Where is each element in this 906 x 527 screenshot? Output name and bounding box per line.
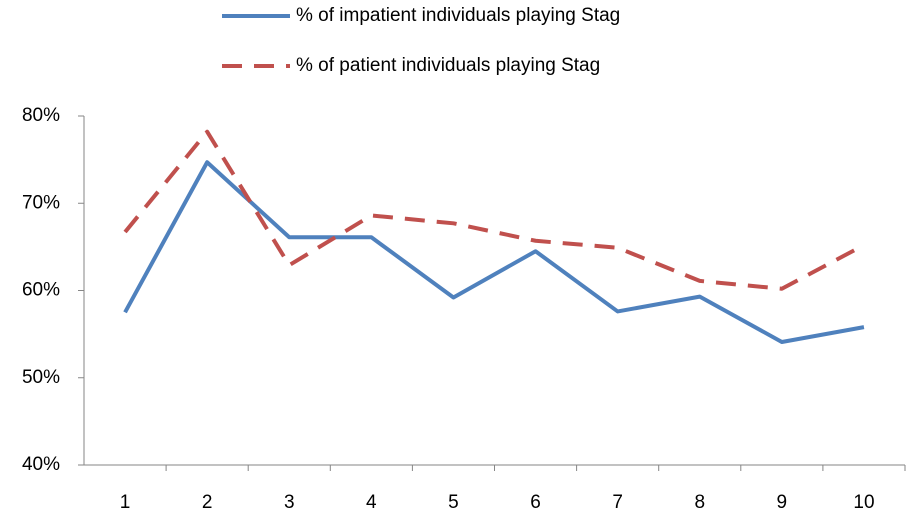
x-tick-label: 7: [612, 492, 623, 513]
series-line: [123, 129, 865, 291]
x-tick-label: 10: [853, 492, 874, 513]
x-tick-label: 4: [366, 492, 377, 513]
legend-label: % of patient individuals playing Stag: [296, 55, 600, 76]
y-tick-label: 50%: [22, 367, 60, 388]
y-tick-label: 40%: [22, 454, 60, 475]
legend-label: % of impatient individuals playing Stag: [296, 5, 620, 26]
x-tick-label: 8: [694, 492, 705, 513]
x-tick-label: 5: [448, 492, 459, 513]
x-tick-label: 6: [530, 492, 541, 513]
y-tick-label: 80%: [22, 105, 60, 126]
series-line: [123, 160, 865, 344]
x-tick-label: 2: [202, 492, 213, 513]
x-tick-label: 1: [120, 492, 131, 513]
y-tick-label: 70%: [22, 192, 60, 213]
x-tick-label: 3: [284, 492, 295, 513]
x-tick-label: 9: [777, 492, 788, 513]
y-tick-label: 60%: [22, 280, 60, 301]
